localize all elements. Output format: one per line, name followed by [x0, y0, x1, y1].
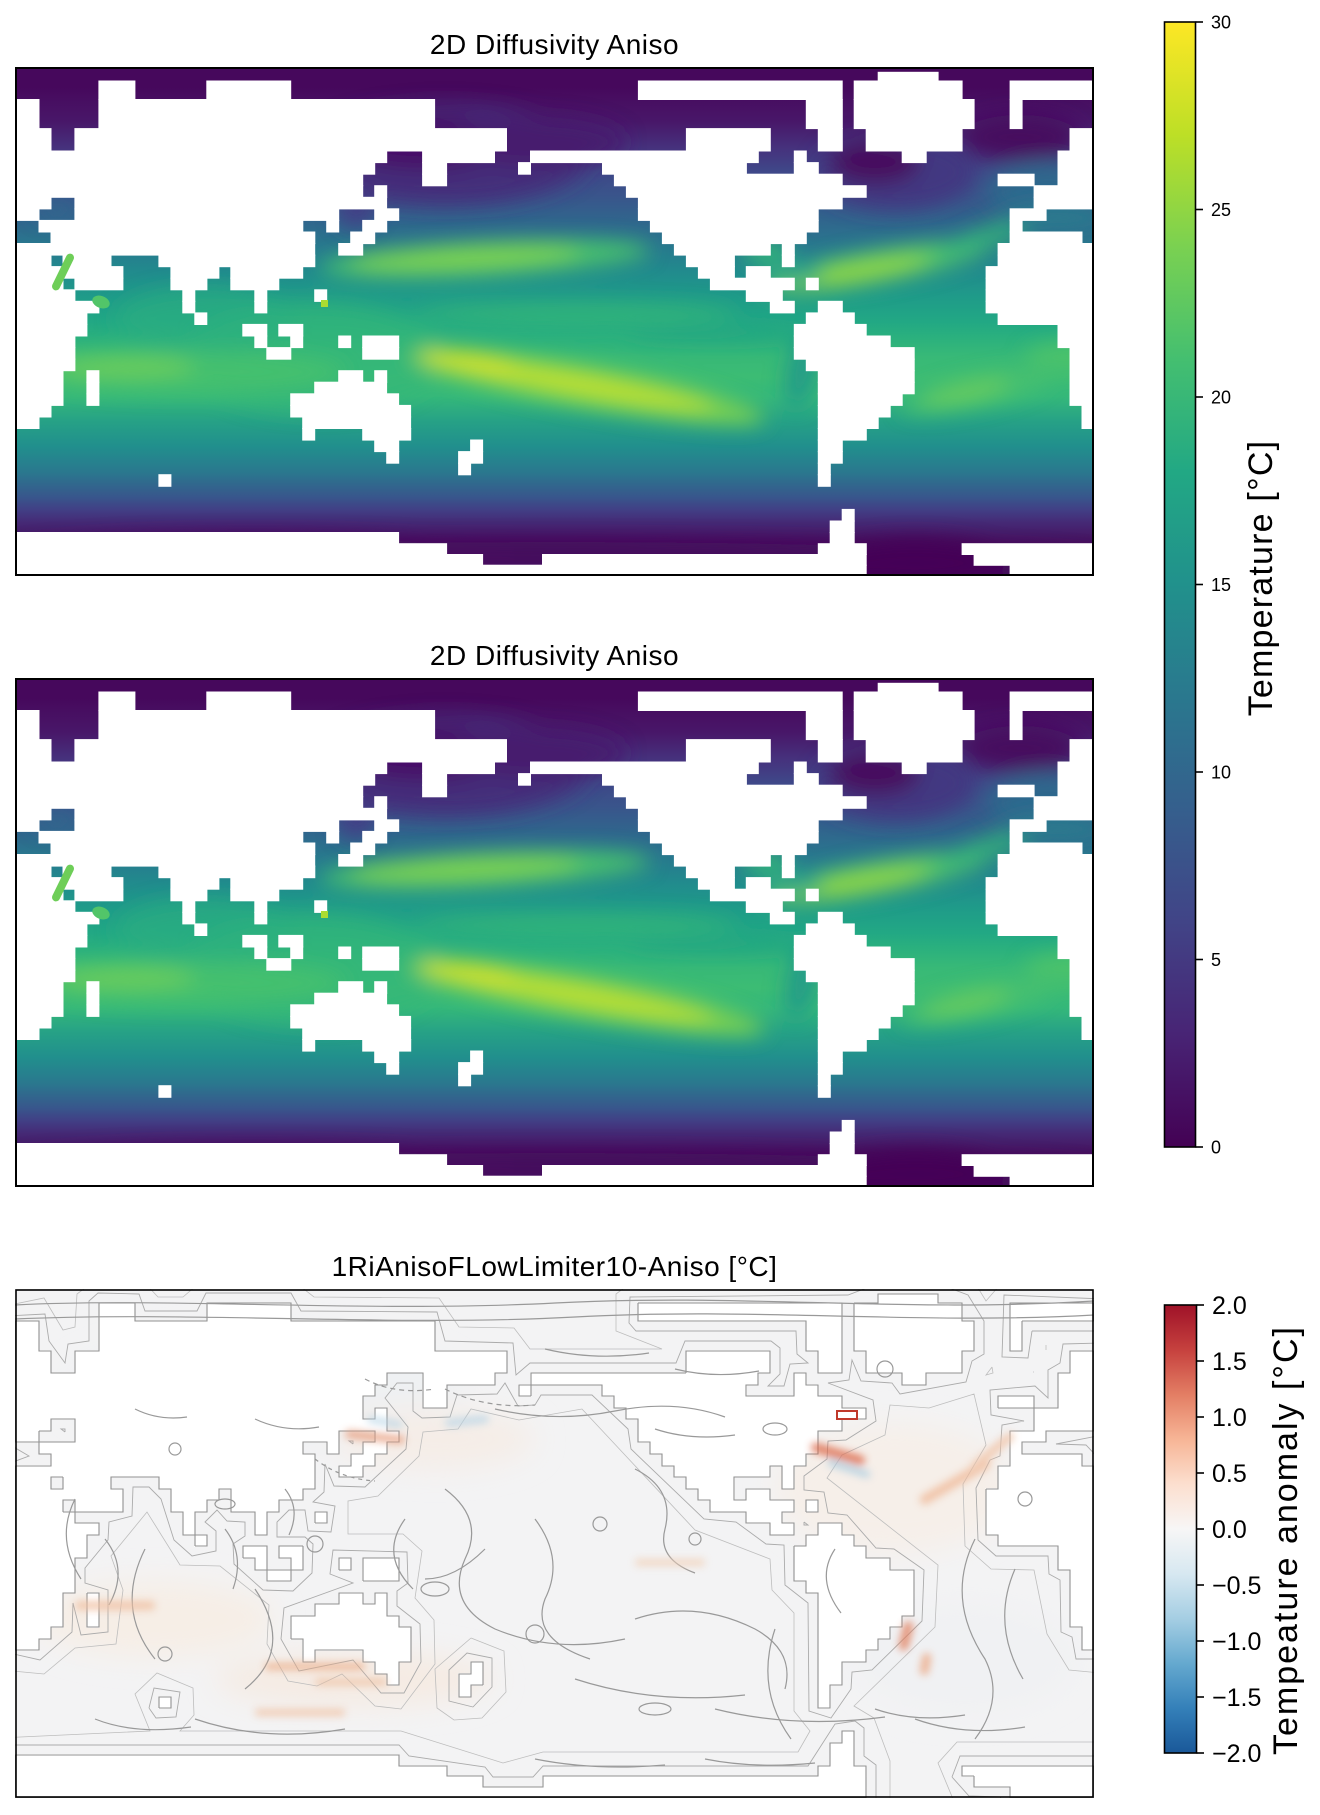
- svg-text:25: 25: [1211, 200, 1231, 220]
- svg-text:0.0: 0.0: [1212, 1516, 1247, 1544]
- svg-text:−1.0: −1.0: [1212, 1628, 1261, 1656]
- svg-text:−1.5: −1.5: [1212, 1684, 1261, 1712]
- svg-text:−0.5: −0.5: [1212, 1572, 1261, 1600]
- svg-text:1.0: 1.0: [1212, 1404, 1247, 1432]
- svg-text:15: 15: [1211, 575, 1231, 595]
- svg-text:1.5: 1.5: [1212, 1348, 1247, 1376]
- svg-text:Tempeature anomaly [°C]: Tempeature anomaly [°C]: [1267, 1325, 1305, 1755]
- svg-text:30: 30: [1211, 13, 1231, 33]
- svg-text:2.0: 2.0: [1212, 1292, 1247, 1320]
- svg-text:−2.0: −2.0: [1212, 1740, 1261, 1768]
- svg-text:0.5: 0.5: [1212, 1460, 1247, 1488]
- svg-text:Temperature [°C]: Temperature [°C]: [1242, 440, 1280, 717]
- svg-text:10: 10: [1211, 763, 1231, 783]
- svg-text:5: 5: [1211, 950, 1221, 970]
- svg-text:20: 20: [1211, 388, 1231, 408]
- svg-text:0: 0: [1211, 1138, 1221, 1158]
